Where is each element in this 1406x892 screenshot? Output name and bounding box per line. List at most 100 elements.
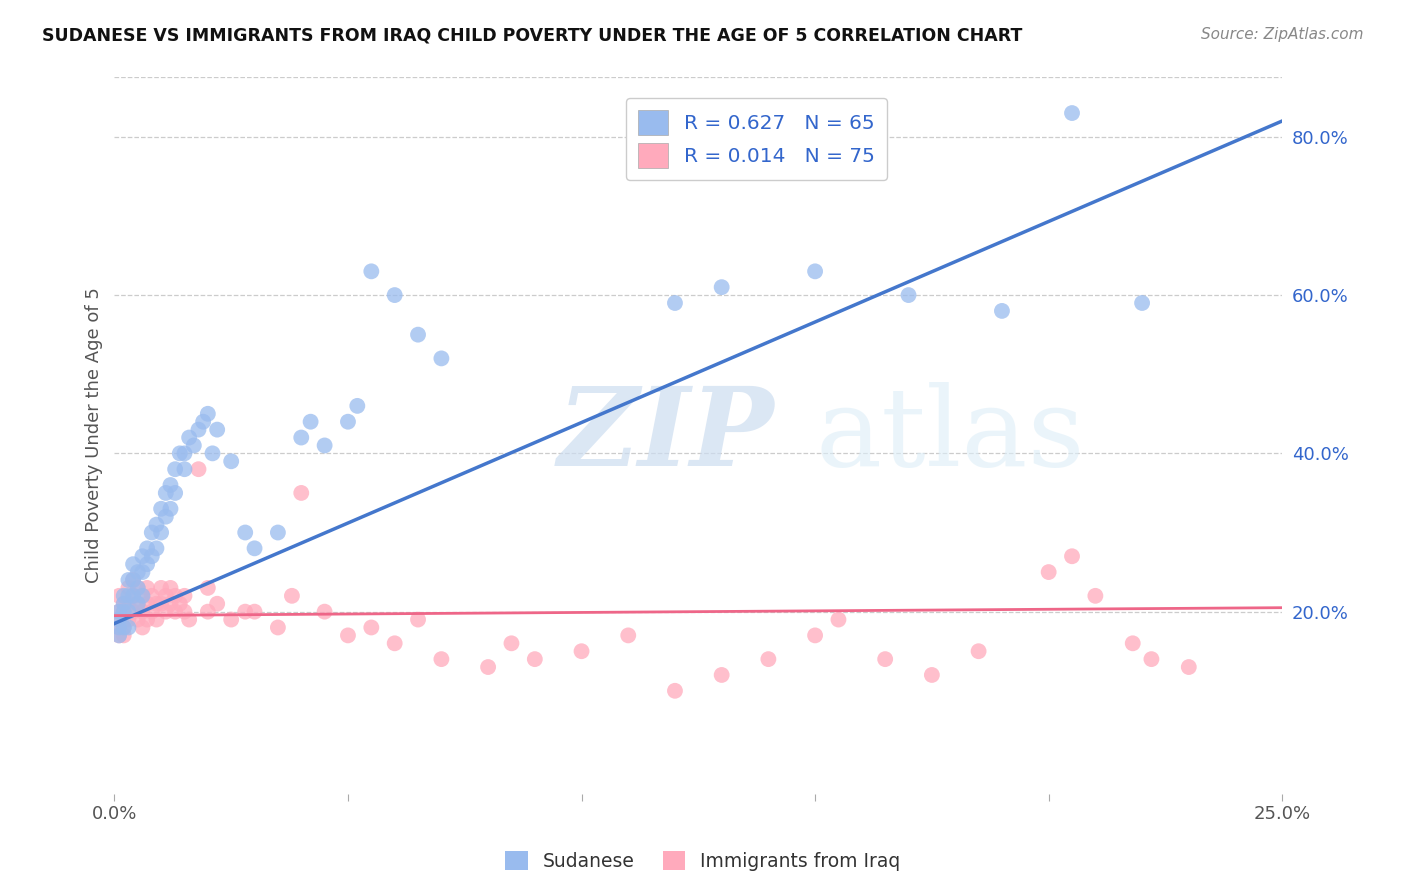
Point [197,581,219,595]
Point [108,613,131,627]
Point [1084,589,1107,603]
Point [290,486,312,500]
Point [122,573,145,587]
Text: ZIP: ZIP [558,382,775,490]
Point [159,478,181,492]
Point [165,486,187,500]
Point [112,597,135,611]
Point [290,431,312,445]
Point [108,589,131,603]
Point [967,644,990,658]
Point [136,613,159,627]
Point [117,620,139,634]
Point [127,581,149,595]
Point [430,351,453,366]
Point [150,581,173,595]
Point [299,415,322,429]
Point [150,501,173,516]
Point [150,597,173,611]
Point [108,628,131,642]
Point [117,581,139,595]
Point [384,288,406,302]
Point [187,462,209,476]
Point [145,597,167,611]
Point [710,668,733,682]
Text: SUDANESE VS IMMIGRANTS FROM IRAQ CHILD POVERTY UNDER THE AGE OF 5 CORRELATION CH: SUDANESE VS IMMIGRANTS FROM IRAQ CHILD P… [42,27,1022,45]
Point [664,296,686,310]
Point [112,605,135,619]
Text: atlas: atlas [815,382,1084,489]
Point [122,589,145,603]
Point [201,446,224,460]
Point [131,605,153,619]
Point [173,605,195,619]
Point [243,605,266,619]
Point [1060,549,1083,564]
Point [1178,660,1201,674]
Point [136,581,159,595]
Point [145,613,167,627]
Point [406,327,429,342]
Point [159,581,181,595]
Point [897,288,920,302]
Point [112,628,135,642]
Point [360,264,382,278]
Point [150,525,173,540]
Point [991,304,1014,318]
Point [141,525,163,540]
Point [155,605,177,619]
Point [169,446,191,460]
Point [131,589,153,603]
Point [267,525,290,540]
Point [122,557,145,571]
Point [1060,106,1083,120]
Point [406,613,429,627]
Point [1122,636,1144,650]
Point [122,573,145,587]
Point [127,597,149,611]
Point [108,605,131,619]
Point [131,565,153,579]
Point [187,423,209,437]
Point [243,541,266,556]
Point [875,652,897,666]
Point [281,589,304,603]
Point [165,589,187,603]
Point [384,636,406,650]
Point [112,597,135,611]
Point [179,613,201,627]
Point [155,486,177,500]
Point [155,589,177,603]
Point [179,431,201,445]
Point [233,605,256,619]
Point [827,613,849,627]
Point [233,525,256,540]
Point [477,660,499,674]
Point [360,620,382,634]
Point [1140,652,1163,666]
Point [804,628,827,642]
Point [117,613,139,627]
Point [108,613,131,627]
Point [117,573,139,587]
Point [219,454,242,468]
Point [108,605,131,619]
Point [346,399,368,413]
Point [183,438,205,452]
Point [173,462,195,476]
Point [117,589,139,603]
Point [617,628,640,642]
Point [112,620,135,634]
Text: Source: ZipAtlas.com: Source: ZipAtlas.com [1201,27,1364,42]
Point [136,541,159,556]
Point [127,565,149,579]
Point [112,605,135,619]
Point [145,517,167,532]
Legend: Sudanese, Immigrants from Iraq: Sudanese, Immigrants from Iraq [498,843,908,878]
Point [141,589,163,603]
Point [165,462,187,476]
Point [136,597,159,611]
Point [523,652,546,666]
Point [131,589,153,603]
Point [710,280,733,294]
